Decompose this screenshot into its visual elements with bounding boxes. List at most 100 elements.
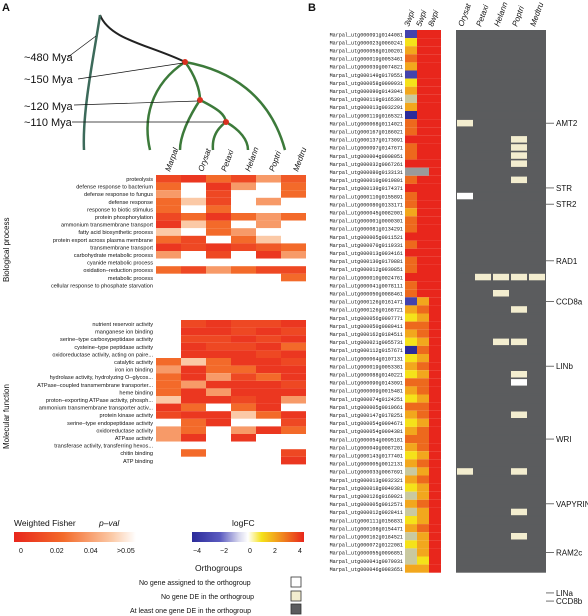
bio-cell: [256, 266, 281, 274]
mol-cell: [156, 327, 181, 336]
mol-term-label: iron ion binding: [115, 368, 153, 374]
gene-label: Marpal_utg000126g0168721: [330, 308, 403, 314]
gene-label: Marpal_utg000139g0174371: [330, 186, 403, 192]
gene-label: Marpal_utg000019g0053381: [330, 364, 403, 370]
mol-cell: [181, 456, 206, 465]
gene-label: Marpal_utg000162g0184521: [330, 535, 403, 541]
ortho-cell: [457, 152, 473, 159]
ortho-cell: [493, 362, 509, 370]
ortho-cell: [493, 298, 509, 305]
ortho-cell: [529, 516, 545, 524]
mol-cell: [281, 418, 306, 427]
bio-cell: [156, 228, 181, 236]
ortho-cell: [511, 460, 527, 467]
mol-cell: [156, 342, 181, 351]
species-label-helann: Helann: [243, 145, 260, 172]
ortho-cell: [529, 427, 545, 435]
ortho-cell: [493, 306, 509, 313]
bio-cell: [231, 205, 256, 213]
ortho-cell: [457, 533, 473, 540]
ortho-cell: [457, 330, 473, 337]
ortho-cell: [457, 160, 473, 167]
mol-cell: [231, 418, 256, 427]
mol-cell: [156, 335, 181, 343]
bio-cell: [206, 197, 231, 206]
bio-term-label: cyanide metabolic process: [87, 261, 153, 267]
mol-cell: [256, 350, 281, 358]
ortho-cell: [529, 241, 545, 248]
logfc-cell: [417, 281, 429, 290]
logfc-cell: [405, 297, 417, 306]
ortho-cell: [529, 524, 545, 532]
ortho-cell: [511, 452, 527, 459]
bio-cell: [281, 175, 306, 183]
mol-term-label: transferase activity, transferring hexos…: [54, 444, 153, 450]
ortho-cell: [511, 225, 527, 232]
logfc-cell: [405, 435, 417, 444]
logfc-cell: [429, 499, 441, 508]
mol-cell: [181, 358, 206, 366]
ortho-cell: [529, 500, 545, 508]
mol-cell: [181, 449, 206, 457]
ortho-cell: [457, 516, 473, 524]
ortho-cell: [511, 508, 527, 516]
logfc-cell: [429, 248, 441, 257]
ortho-cell: [475, 371, 491, 378]
ortho-cell: [529, 419, 545, 427]
logfc-cell: [405, 208, 417, 217]
bio-cell: [231, 243, 256, 251]
ortho-cell: [529, 403, 545, 410]
logfc-cell: [405, 70, 417, 79]
gene-annotation-linb: LINb: [556, 362, 573, 371]
mol-cell: [231, 411, 256, 419]
mol-term-label: oxidoreductase activity: [96, 428, 153, 434]
logfc-cell: [417, 273, 429, 282]
logfc-cell: [405, 200, 417, 209]
bio-cell: [206, 235, 231, 244]
bio-cell: [181, 273, 206, 282]
ortho-cell: [529, 152, 545, 159]
fisher-legend-title-pval: p–val: [98, 518, 120, 528]
bio-cell: [281, 205, 306, 213]
bio-cell: [256, 228, 281, 236]
ortho-cell: [529, 87, 545, 94]
ortho-cell: [511, 322, 527, 329]
logfc-cell: [429, 256, 441, 265]
ortho-cell: [493, 168, 509, 175]
gene-label: Marpal_utg000126g0169021: [330, 494, 403, 500]
bio-cell: [256, 273, 281, 282]
mol-cell: [206, 434, 231, 442]
time-label-480: ~480 Mya: [24, 52, 73, 64]
logfc-cell: [429, 532, 441, 541]
ortho-cell: [529, 136, 545, 143]
bio-term-label: defense response: [109, 200, 153, 206]
gene-label: Marpal_utg000149g0179551: [330, 73, 403, 79]
ortho-cell: [475, 541, 491, 548]
bio-cell: [281, 197, 306, 206]
ortho-cell: [511, 111, 527, 119]
bio-term-label: ammonium transmembrane transport: [61, 223, 153, 229]
logfc-cell: [405, 394, 417, 403]
ortho-cell: [457, 265, 473, 273]
mol-cell: [206, 411, 231, 419]
logfc-cell: [417, 418, 429, 427]
bio-cell: [206, 251, 231, 259]
ortho-cell: [493, 314, 509, 321]
logfc-cell: [429, 491, 441, 500]
ortho-cell: [475, 395, 491, 402]
logfc-cell: [405, 305, 417, 314]
logfc-cell: [429, 378, 441, 387]
logfc-cell: [405, 378, 417, 387]
ortho-cell: [511, 435, 527, 443]
gene-label: Marpal_utg000080g0133131: [330, 170, 403, 176]
mol-cell: [181, 418, 206, 427]
bio-cell: [231, 258, 256, 267]
mol-cell: [281, 350, 306, 358]
gene-label: Marpal_utg000108g0154471: [330, 526, 403, 532]
gene-label: Marpal_utg000050g0088461: [330, 292, 403, 298]
logfc-tick-1: −2: [220, 548, 228, 555]
mol-cell: [281, 365, 306, 374]
ortho-cell: [493, 338, 509, 346]
ortho-legend-label-0: No gene assigned to the orthogroup: [139, 580, 251, 587]
ortho-cell: [511, 411, 527, 418]
